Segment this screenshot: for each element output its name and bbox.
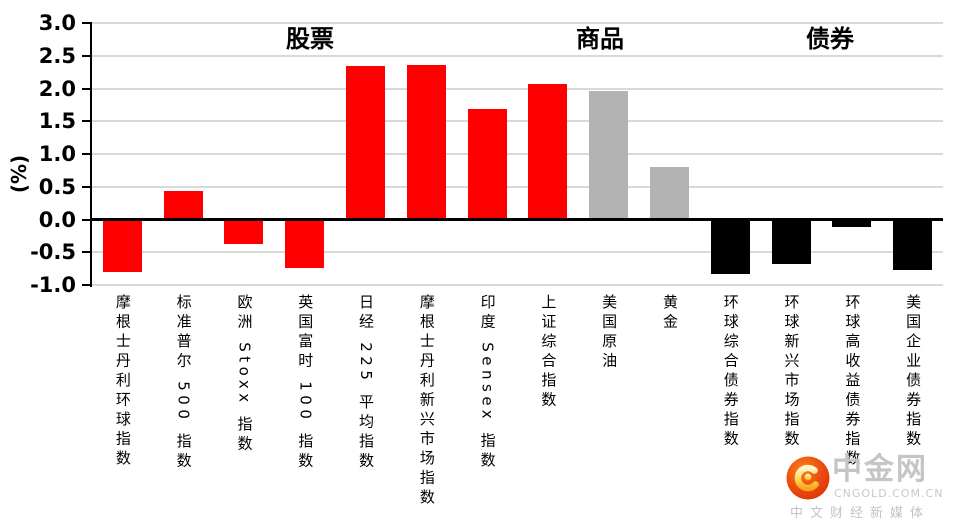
y-axis-tick bbox=[82, 120, 91, 123]
y-axis-tick bbox=[82, 22, 91, 25]
bar-英国富时 100 指数 bbox=[285, 220, 325, 268]
y-axis-line bbox=[90, 22, 92, 287]
watermark-brand-text: 中金网 bbox=[832, 452, 928, 487]
gridline bbox=[92, 153, 943, 156]
bar-环球高收益债券指数 bbox=[832, 220, 872, 228]
bar-环球综合债券指数 bbox=[710, 220, 750, 275]
x-axis-category-label: 摩根士丹利新兴市场指数 bbox=[417, 294, 436, 509]
y-axis-tick bbox=[82, 153, 91, 156]
x-axis-category-label: 环球综合债券指数 bbox=[721, 294, 740, 450]
gridline bbox=[92, 55, 943, 57]
gridline bbox=[92, 185, 943, 188]
y-axis-tick-label: 3.0 bbox=[38, 11, 76, 36]
watermark-domain-text: CNGOLD.COM.CN bbox=[834, 487, 944, 500]
x-axis-category-label: 环球高收益债券指数 bbox=[843, 294, 862, 470]
watermark: 中金网 CNGOLD.COM.CN 中文财经新媒体 bbox=[786, 452, 954, 521]
bar-黄金 bbox=[649, 166, 689, 220]
bar-摩根士丹利新兴市场指数 bbox=[406, 64, 446, 220]
bar-美国原油 bbox=[589, 91, 629, 220]
gridline bbox=[92, 251, 943, 254]
y-axis-tick-label: -0.5 bbox=[30, 240, 76, 265]
bar-欧洲 Stoxx 指数 bbox=[224, 220, 264, 245]
y-axis-tick-label: 1.0 bbox=[38, 142, 76, 167]
y-axis-tick-label: 2.0 bbox=[38, 76, 76, 101]
group-title-债券: 债券 bbox=[796, 25, 864, 53]
bar-美国企业债券指数 bbox=[893, 220, 933, 271]
gridline bbox=[92, 120, 943, 123]
bar-摩根士丹利环球指数 bbox=[102, 220, 142, 272]
y-axis-tick-label: 0.5 bbox=[38, 174, 76, 199]
group-title-股票: 股票 bbox=[276, 25, 344, 53]
bar-环球新兴市场指数 bbox=[771, 220, 811, 264]
x-axis-category-label: 标准普尔 500 指数 bbox=[174, 294, 193, 472]
bar-上证综合指数 bbox=[528, 84, 568, 220]
y-axis-tick-label: 1.5 bbox=[38, 109, 76, 134]
y-axis-tick bbox=[82, 185, 91, 188]
swirl-cloud-icon bbox=[786, 456, 830, 500]
y-axis-tick-label: 2.5 bbox=[38, 44, 76, 68]
x-axis-category-label: 日经 225 平均指数 bbox=[357, 294, 376, 472]
x-axis-category-label: 欧洲 Stoxx 指数 bbox=[235, 294, 254, 455]
zero-baseline bbox=[91, 218, 943, 221]
y-axis-tick-label: 0.0 bbox=[38, 207, 76, 232]
cngold-logo-icon bbox=[786, 456, 830, 500]
y-axis-tick bbox=[82, 87, 91, 90]
y-axis-tick bbox=[82, 55, 91, 57]
y-axis-tick bbox=[82, 251, 91, 254]
x-axis-category-label: 美国原油 bbox=[600, 294, 619, 372]
y-axis-tick-label: -1.0 bbox=[30, 272, 76, 297]
x-axis-category-label: 黄金 bbox=[660, 294, 679, 333]
x-axis-category-label: 印度 Sensex 指数 bbox=[478, 294, 497, 472]
x-axis-category-label: 环球新兴市场指数 bbox=[782, 294, 801, 450]
gridline bbox=[92, 87, 943, 90]
bar-日经 225 平均指数 bbox=[346, 66, 386, 220]
bar-标准普尔 500 指数 bbox=[163, 190, 203, 220]
group-title-商品: 商品 bbox=[566, 25, 634, 53]
x-axis-category-label: 美国企业债券指数 bbox=[904, 294, 923, 450]
x-axis-category-label: 上证综合指数 bbox=[539, 294, 558, 411]
x-axis-category-label: 英国富时 100 指数 bbox=[296, 294, 315, 472]
gridline bbox=[92, 22, 943, 25]
x-axis-category-label: 摩根士丹利环球指数 bbox=[113, 294, 132, 470]
y-axis-tick bbox=[82, 218, 91, 221]
watermark-tagline-text: 中文财经新媒体 bbox=[790, 506, 931, 521]
gridline bbox=[92, 283, 943, 286]
bar-印度 Sensex 指数 bbox=[467, 108, 507, 220]
y-axis-tick bbox=[82, 283, 91, 286]
